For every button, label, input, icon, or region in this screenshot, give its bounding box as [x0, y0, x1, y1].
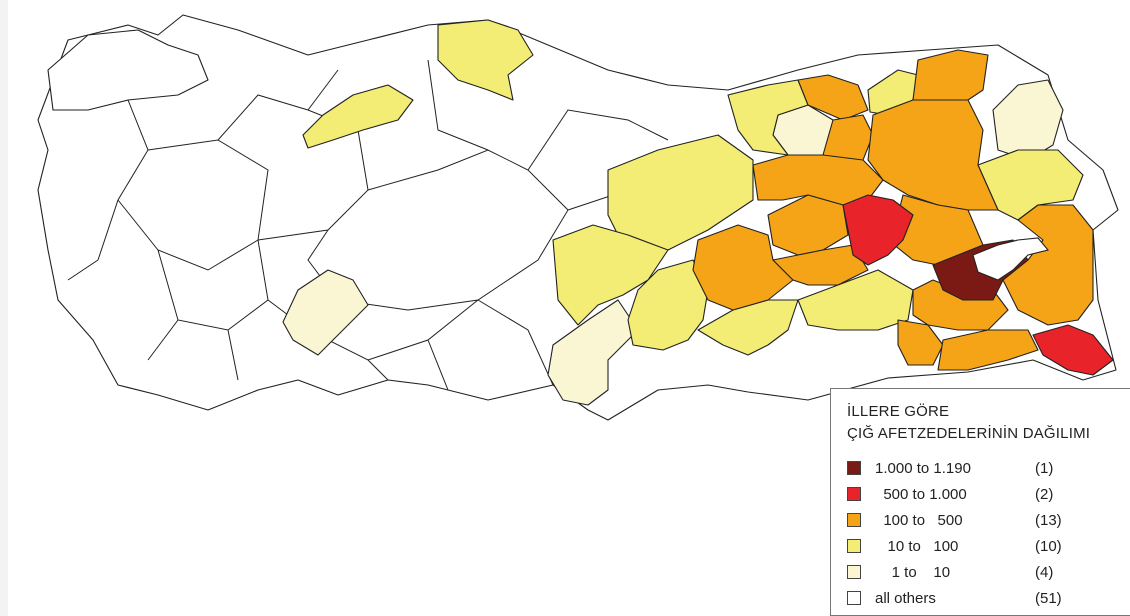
province-500-to-1000 — [1032, 324, 1114, 376]
legend-swatch — [847, 461, 861, 475]
legend-count: (51) — [1035, 589, 1062, 607]
province-10-to-100 — [797, 269, 914, 331]
province-10-to-100 — [627, 259, 709, 351]
legend-title-line2: ÇIĞ AFETZEDELERİNİN DAĞILIMI — [847, 425, 1091, 442]
province-10-to-100 — [302, 84, 414, 149]
legend-title-line1: İLLERE GÖRE — [847, 403, 950, 420]
province-thrace — [47, 29, 209, 111]
legend-row: 1.000 to 1.190 (1) — [847, 455, 1130, 481]
legend-swatch — [847, 565, 861, 579]
province-100-to-500 — [1002, 204, 1094, 326]
legend-row: 10 to 100 (10) — [847, 533, 1130, 559]
map-canvas: İLLERE GÖRE ÇIĞ AFETZEDELERİNİN DAĞILIMI… — [8, 0, 1130, 616]
legend-range: 1 to 10 — [875, 563, 951, 581]
province-100-to-500 — [937, 329, 1039, 371]
legend-row: 1 to 10 (4) — [847, 559, 1130, 585]
province-1-to-10 — [547, 299, 639, 406]
province-10-to-100 — [437, 19, 534, 101]
legend-swatch — [847, 487, 861, 501]
legend-count: (13) — [1035, 511, 1062, 529]
legend-swatch — [847, 539, 861, 553]
map-legend: İLLERE GÖRE ÇIĞ AFETZEDELERİNİN DAĞILIMI… — [830, 388, 1130, 616]
province-500-to-1000 — [842, 194, 914, 266]
province-100-to-500 — [797, 74, 869, 121]
legend-range: 100 to 500 — [875, 511, 963, 529]
legend-count: (10) — [1035, 537, 1062, 555]
province-10-to-100 — [607, 134, 754, 251]
legend-rows: 1.000 to 1.190 (1) 500 to 1.000 (2) 100 … — [847, 455, 1130, 611]
legend-range: 10 to 100 — [875, 537, 959, 555]
province-10-to-100 — [727, 79, 809, 156]
province-100-to-500 — [692, 224, 794, 311]
province-1-to-10 — [992, 79, 1064, 161]
province-100-to-500 — [767, 194, 849, 256]
legend-row: all others (51) — [847, 585, 1130, 611]
province-borders — [67, 59, 669, 391]
legend-swatch — [847, 513, 861, 527]
province-100-to-500 — [867, 99, 999, 211]
legend-count: (4) — [1035, 563, 1054, 581]
province-100-to-500 — [772, 244, 869, 286]
province-100-to-500 — [897, 319, 944, 366]
legend-range: all others — [875, 589, 936, 607]
province-1-to-10 — [282, 269, 369, 356]
legend-count: (2) — [1035, 485, 1054, 503]
legend-row: 100 to 500 (13) — [847, 507, 1130, 533]
legend-row: 500 to 1.000 (2) — [847, 481, 1130, 507]
legend-range: 500 to 1.000 — [875, 485, 967, 503]
turkey-province-map — [37, 14, 1119, 421]
lake-van — [972, 237, 1049, 281]
legend-range: 1.000 to 1.190 — [875, 459, 971, 477]
legend-count: (1) — [1035, 459, 1054, 477]
province-10-to-100 — [552, 224, 669, 326]
legend-swatch — [847, 591, 861, 605]
province-10-to-100 — [977, 149, 1084, 221]
